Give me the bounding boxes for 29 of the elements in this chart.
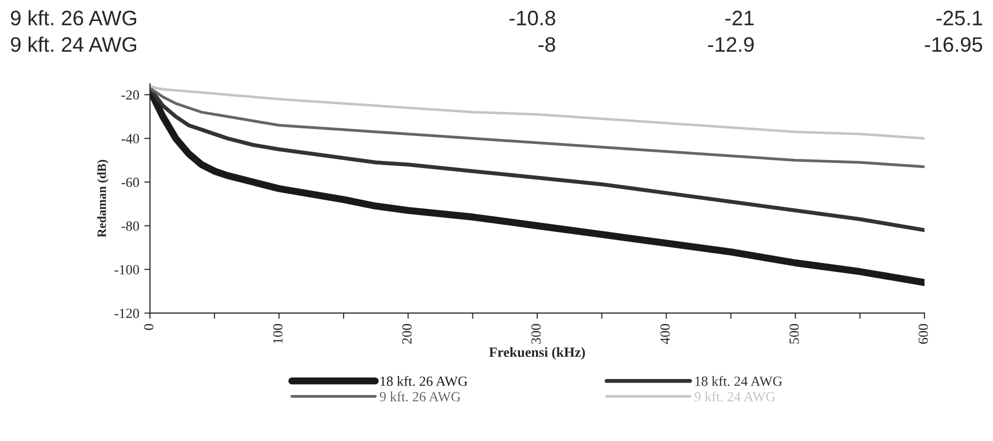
x-tick-label: 600	[918, 324, 928, 344]
y-tick-label: -80	[122, 221, 139, 231]
text: -10.8	[510, 10, 556, 26]
text: -25.1	[936, 10, 982, 26]
x-tick-label: 300	[531, 324, 541, 344]
line-series	[150, 84, 924, 140]
text: -12.9	[708, 37, 754, 52]
text: 18 kft. 24 AWG	[695, 376, 782, 386]
text: 18 kft. 26 AWG	[380, 376, 468, 386]
y-tick-label: -20	[122, 90, 139, 100]
text: 9 kft. 26 AWG	[10, 10, 136, 26]
x-tick-label: 500	[789, 324, 799, 344]
text: 9 kft. 24 AWG	[10, 36, 136, 52]
y-axis-title: Redaman (dB)	[97, 160, 109, 238]
x-tick-label: 400	[660, 324, 670, 344]
y-tick-label: -40	[122, 134, 139, 144]
x-axis-title: Frekuensi (kHz)	[489, 347, 585, 360]
y-tick-label: -120	[114, 308, 139, 318]
text: 9 kft. 24 AWG	[694, 391, 776, 402]
text: 9 kft. 26 AWG	[380, 391, 460, 402]
y-tick-label: -60	[122, 178, 139, 188]
text: -21	[725, 10, 754, 26]
y-tick-label: -100	[114, 265, 139, 274]
x-tick-label: 200	[402, 324, 412, 344]
text: -8	[538, 37, 556, 52]
line-series	[150, 86, 924, 168]
x-tick-label: 100	[273, 324, 283, 344]
text: -16.95	[924, 37, 982, 52]
x-tick-label: 0	[144, 324, 154, 330]
